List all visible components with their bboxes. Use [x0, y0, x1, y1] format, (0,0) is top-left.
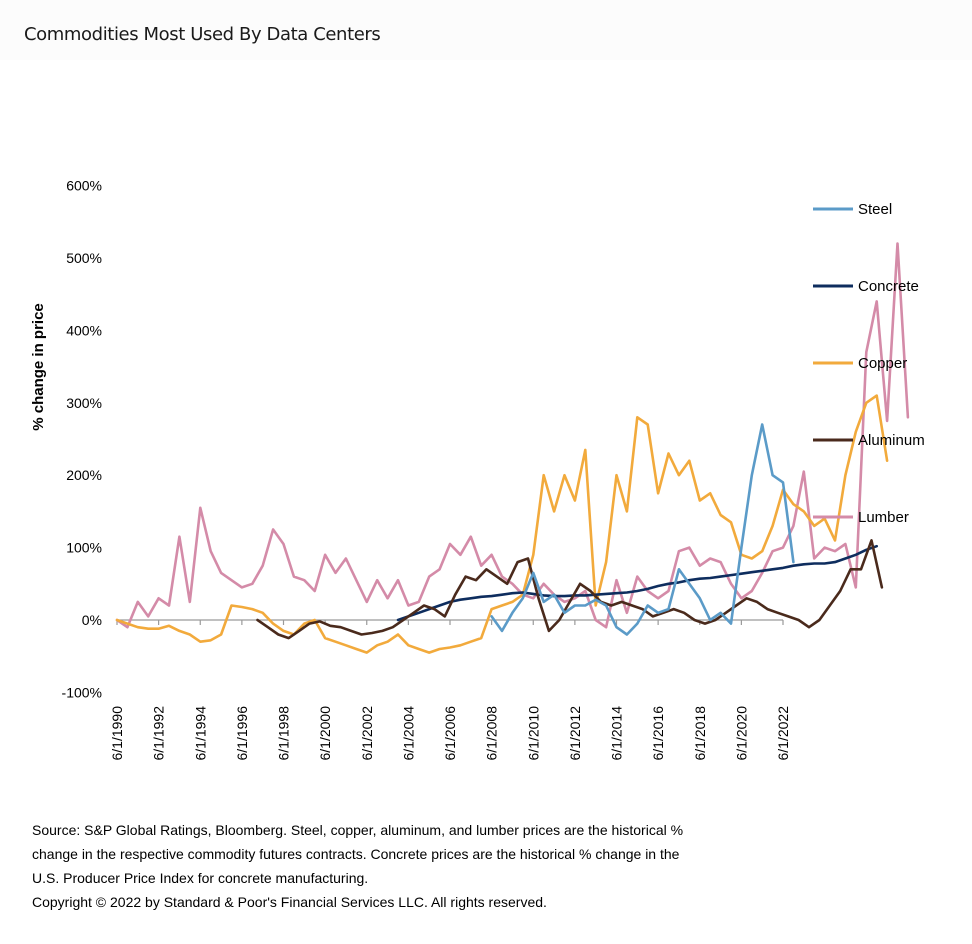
y-tick-label: 300%	[66, 395, 102, 411]
legend-label: Concrete	[858, 278, 919, 295]
y-axis: -100% 0% 100% 200% 300% 400% 500% 600%	[62, 178, 102, 701]
footnote-line: U.S. Producer Price Index for concrete m…	[32, 870, 369, 886]
x-tick-label: 6/1/1996	[234, 706, 250, 761]
x-tick-label: 6/1/2016	[650, 706, 666, 761]
y-tick-label: -100%	[62, 684, 102, 700]
y-tick-label: 600%	[66, 178, 102, 194]
x-tick-label: 6/1/1994	[192, 706, 208, 761]
x-tick-label: 6/1/2008	[484, 706, 500, 761]
x-tick-label: 6/1/2014	[609, 706, 625, 761]
legend-item-concrete: Concrete	[813, 278, 919, 295]
x-axis: 6/1/1990 6/1/1992 6/1/1994 6/1/1996 6/1/1998…	[109, 619, 791, 761]
x-tick-label: 6/1/1998	[276, 706, 292, 761]
x-tick-label: 6/1/2018	[692, 706, 708, 761]
y-tick-label: 400%	[66, 322, 102, 338]
x-tick-label: 6/1/2020	[733, 706, 749, 761]
footnote: Source: S&P Global Ratings, Bloomberg. S…	[32, 818, 792, 914]
y-axis-title: % change in price	[30, 303, 47, 431]
legend-label: Steel	[858, 201, 892, 218]
y-tick-label: 100%	[66, 540, 102, 556]
footnote-line: Source: S&P Global Ratings, Bloomberg. S…	[32, 822, 684, 838]
series-line-lumber	[115, 242, 910, 629]
x-tick-label: 6/1/2010	[525, 706, 541, 761]
title-bar	[0, 0, 972, 60]
legend-label: Lumber	[858, 509, 909, 526]
x-tick-label: 6/1/1990	[109, 706, 125, 761]
chart-title: Commodities Most Used By Data Centers	[24, 24, 381, 45]
x-tick-label: 6/1/2022	[775, 706, 791, 761]
legend: Steel Concrete Copper Aluminum Lumber	[813, 201, 925, 526]
legend-item-lumber: Lumber	[813, 509, 909, 526]
series-line-concrete	[396, 544, 879, 622]
y-tick-label: 0%	[82, 612, 102, 628]
x-tick-label: 6/1/2004	[400, 706, 416, 761]
footnote-line: Copyright © 2022 by Standard & Poor's Fi…	[32, 894, 547, 910]
series-line-copper	[115, 394, 889, 654]
legend-label: Aluminum	[858, 432, 925, 449]
y-tick-label: 500%	[66, 250, 102, 266]
legend-label: Copper	[858, 355, 907, 372]
y-axis-title-group: % change in price	[30, 303, 47, 431]
plot-area	[115, 242, 910, 654]
x-tick-label: 6/1/2006	[442, 706, 458, 761]
x-tick-label: 6/1/2002	[359, 706, 375, 761]
legend-item-aluminum: Aluminum	[813, 432, 925, 449]
series-line-aluminum	[256, 539, 884, 640]
legend-item-steel: Steel	[813, 201, 892, 218]
legend-item-copper: Copper	[813, 355, 907, 372]
footnote-line: change in the respective commodity futur…	[32, 846, 680, 862]
x-tick-label: 6/1/1992	[151, 706, 167, 761]
x-tick-label: 6/1/2000	[317, 706, 333, 761]
x-tick-label: 6/1/2012	[567, 706, 583, 761]
series-line-steel	[490, 423, 795, 636]
y-tick-label: 200%	[66, 467, 102, 483]
